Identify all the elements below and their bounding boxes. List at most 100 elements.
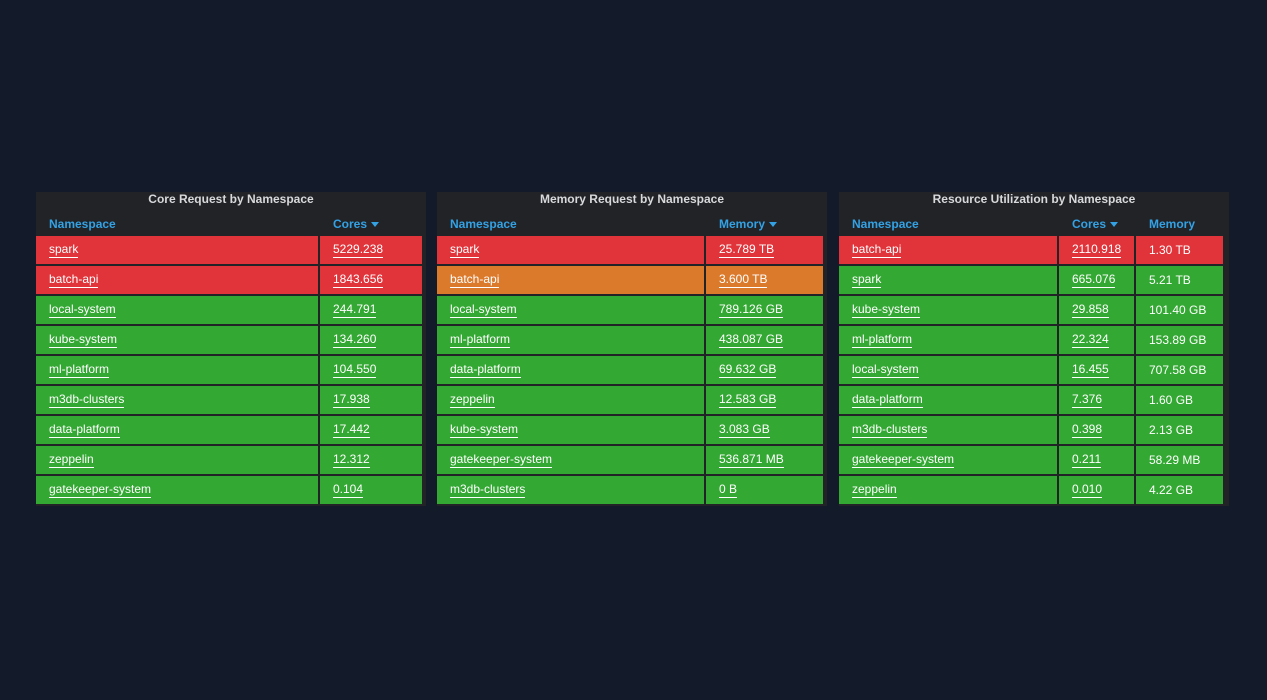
value-link[interactable]: 1843.656	[333, 271, 384, 288]
namespace-link[interactable]: local-system	[852, 361, 919, 378]
value-cell: 0.104	[320, 476, 422, 504]
namespace-cell: batch-api	[36, 266, 318, 294]
value-link[interactable]: 69.632 GB	[719, 361, 777, 378]
value-link[interactable]: 536.871 MB	[719, 451, 784, 468]
sort-desc-icon	[371, 221, 380, 227]
namespace-link[interactable]: gatekeeper-system	[49, 481, 152, 498]
table-row: m3db-clusters 17.938	[36, 386, 426, 416]
namespace-link[interactable]: spark	[852, 271, 882, 288]
value-cell: 7.376	[1059, 386, 1134, 414]
value-link[interactable]: 22.324	[1072, 331, 1109, 348]
column-header-label: Namespace	[852, 217, 919, 231]
value-link[interactable]: 17.442	[333, 421, 370, 438]
panel-title[interactable]: Core Request by Namespace	[148, 192, 314, 206]
column-header-label: Memory	[1149, 217, 1196, 231]
value-cell: 29.858	[1059, 296, 1134, 324]
value-link[interactable]: 244.791	[333, 301, 377, 318]
namespace-cell: kube-system	[36, 326, 318, 354]
value-link[interactable]: 29.858	[1072, 301, 1109, 318]
value-cell: 789.126 GB	[706, 296, 823, 324]
namespace-link[interactable]: batch-api	[49, 271, 99, 288]
value-link[interactable]: 17.938	[333, 391, 370, 408]
column-header[interactable]: Cores	[320, 217, 422, 231]
table-row: data-platform 69.632 GB	[437, 356, 827, 386]
namespace-link[interactable]: m3db-clusters	[852, 421, 928, 438]
namespace-link[interactable]: spark	[450, 241, 480, 258]
value-link[interactable]: 134.260	[333, 331, 377, 348]
column-header[interactable]: Namespace	[36, 217, 320, 231]
table-panel: Core Request by Namespace Namespace Cores s…	[36, 192, 426, 506]
value-link[interactable]: 0 B	[719, 481, 738, 498]
column-header[interactable]: Cores	[1059, 217, 1136, 231]
panel-title[interactable]: Memory Request by Namespace	[539, 192, 725, 206]
namespace-link[interactable]: ml-platform	[450, 331, 511, 348]
value-link[interactable]: 0.010	[1072, 481, 1103, 498]
value-text: 5.21 TB	[1149, 273, 1191, 287]
value-cell: 5.21 TB	[1136, 266, 1223, 294]
value-link[interactable]: 789.126 GB	[719, 301, 784, 318]
namespace-link[interactable]: kube-system	[450, 421, 519, 438]
namespace-link[interactable]: kube-system	[49, 331, 118, 348]
namespace-cell: m3db-clusters	[36, 386, 318, 414]
value-link[interactable]: 12.583 GB	[719, 391, 777, 408]
value-link[interactable]: 438.087 GB	[719, 331, 784, 348]
value-link[interactable]: 3.600 TB	[719, 271, 768, 288]
table-row: spark 5229.238	[36, 236, 426, 266]
value-text: 2.13 GB	[1149, 423, 1194, 437]
value-link[interactable]: 0.398	[1072, 421, 1103, 438]
namespace-link[interactable]: local-system	[49, 301, 116, 318]
table-row: kube-system 134.260	[36, 326, 426, 356]
namespace-link[interactable]: zeppelin	[450, 391, 495, 408]
namespace-cell: batch-api	[437, 266, 704, 294]
namespace-link[interactable]: data-platform	[49, 421, 120, 438]
value-cell: 5229.238	[320, 236, 422, 264]
table-header: Namespace Cores Memory	[839, 212, 1229, 236]
value-link[interactable]: 25.789 TB	[719, 241, 775, 258]
table-row: batch-api 2110.918 1.30 TB	[839, 236, 1229, 266]
value-link[interactable]: 0.211	[1072, 451, 1102, 468]
namespace-link[interactable]: spark	[49, 241, 79, 258]
namespace-link[interactable]: batch-api	[852, 241, 902, 258]
namespace-cell: spark	[839, 266, 1057, 294]
table-header: Namespace Cores	[36, 212, 426, 236]
namespace-link[interactable]: ml-platform	[852, 331, 913, 348]
value-link[interactable]: 3.083 GB	[719, 421, 770, 438]
column-header[interactable]: Memory	[1136, 217, 1223, 231]
namespace-link[interactable]: m3db-clusters	[49, 391, 125, 408]
column-header[interactable]: Namespace	[437, 217, 706, 231]
value-cell: 25.789 TB	[706, 236, 823, 264]
column-header-label: Namespace	[49, 217, 116, 231]
namespace-link[interactable]: ml-platform	[49, 361, 110, 378]
value-link[interactable]: 104.550	[333, 361, 377, 378]
namespace-link[interactable]: gatekeeper-system	[852, 451, 955, 468]
table-panel: Resource Utilization by Namespace Namespa…	[839, 192, 1229, 506]
namespace-link[interactable]: data-platform	[852, 391, 923, 408]
value-cell: 101.40 GB	[1136, 296, 1223, 324]
value-cell: 0.398	[1059, 416, 1134, 444]
value-link[interactable]: 7.376	[1072, 391, 1103, 408]
value-link[interactable]: 2110.918	[1072, 241, 1122, 258]
value-cell: 69.632 GB	[706, 356, 823, 384]
value-cell: 0.211	[1059, 446, 1134, 474]
value-text: 58.29 MB	[1149, 453, 1201, 467]
namespace-link[interactable]: gatekeeper-system	[450, 451, 553, 468]
column-header[interactable]: Namespace	[839, 217, 1059, 231]
panel-title[interactable]: Resource Utilization by Namespace	[932, 192, 1136, 206]
table-row: gatekeeper-system 536.871 MB	[437, 446, 827, 476]
value-link[interactable]: 12.312	[333, 451, 370, 468]
value-link[interactable]: 16.455	[1072, 361, 1109, 378]
namespace-link[interactable]: m3db-clusters	[450, 481, 526, 498]
value-link[interactable]: 665.076	[1072, 271, 1116, 288]
namespace-link[interactable]: kube-system	[852, 301, 921, 318]
namespace-link[interactable]: zeppelin	[852, 481, 897, 498]
namespace-link[interactable]: zeppelin	[49, 451, 94, 468]
value-link[interactable]: 5229.238	[333, 241, 384, 258]
value-text: 101.40 GB	[1149, 303, 1207, 317]
namespace-link[interactable]: batch-api	[450, 271, 500, 288]
value-cell: 134.260	[320, 326, 422, 354]
value-link[interactable]: 0.104	[333, 481, 364, 498]
table-row: zeppelin 12.312	[36, 446, 426, 476]
namespace-link[interactable]: data-platform	[450, 361, 521, 378]
namespace-link[interactable]: local-system	[450, 301, 517, 318]
column-header[interactable]: Memory	[706, 217, 823, 231]
